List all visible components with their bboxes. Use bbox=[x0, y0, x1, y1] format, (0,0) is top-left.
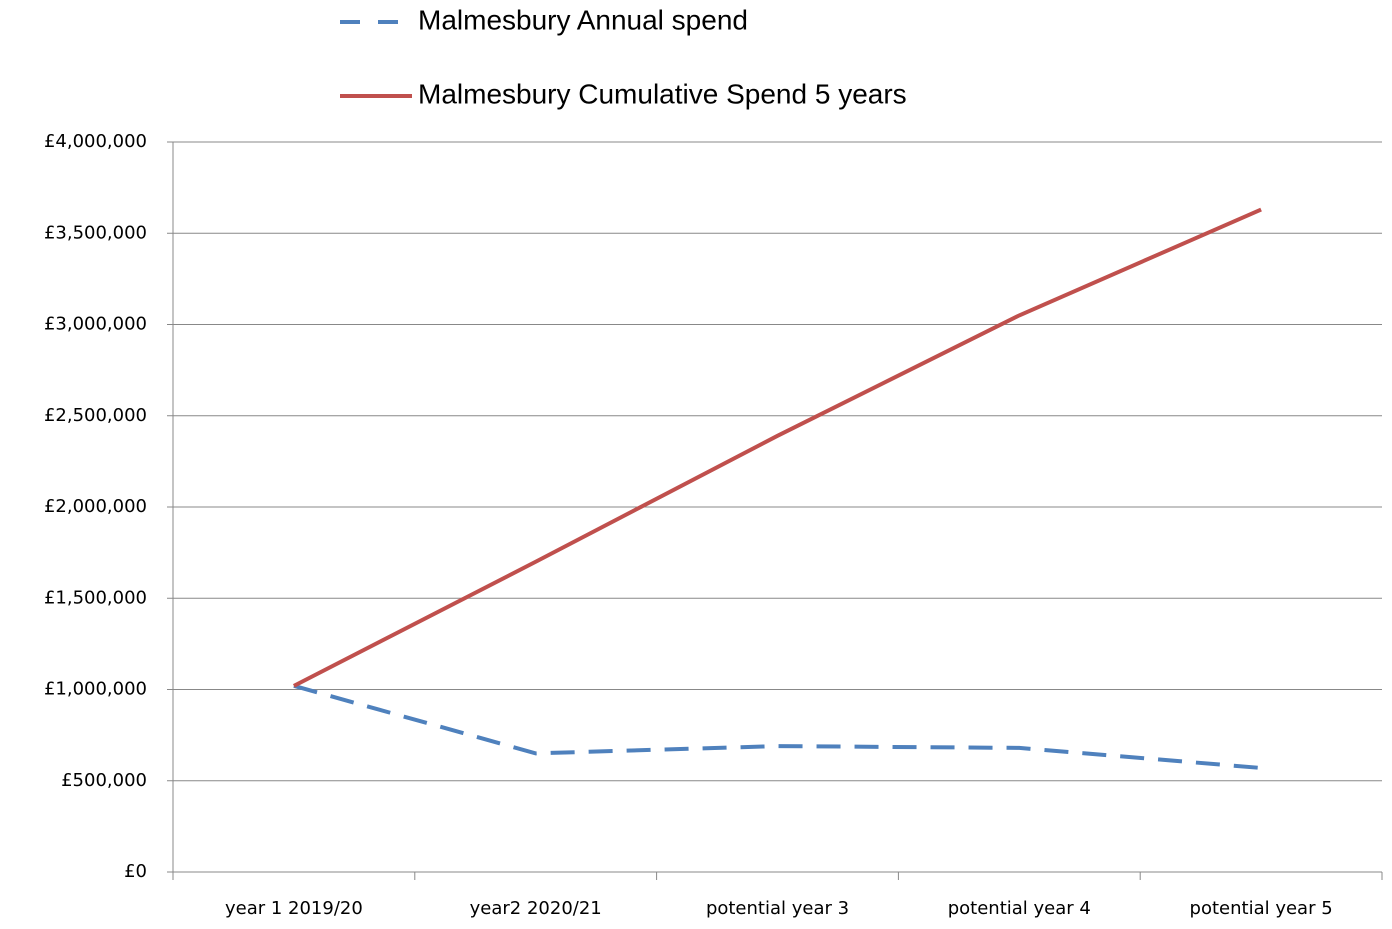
y-tick-label: £4,000,000 bbox=[44, 131, 147, 152]
y-tick-label: £2,000,000 bbox=[44, 496, 147, 517]
x-tick-label: potential year 4 bbox=[948, 898, 1091, 919]
y-tick-label: £0 bbox=[124, 861, 147, 882]
y-tick-label: £1,000,000 bbox=[44, 679, 147, 700]
legend-label: Malmesbury Annual spend bbox=[418, 4, 748, 35]
legend-label: Malmesbury Cumulative Spend 5 years bbox=[418, 78, 907, 109]
x-tick-label: potential year 5 bbox=[1190, 898, 1333, 919]
y-tick-label: £3,000,000 bbox=[44, 314, 147, 335]
x-tick-label: year 1 2019/20 bbox=[225, 898, 363, 919]
x-tick-label: potential year 3 bbox=[706, 898, 849, 919]
y-tick-label: £2,500,000 bbox=[44, 405, 147, 426]
y-tick-label: £3,500,000 bbox=[44, 222, 147, 243]
y-tick-label: £500,000 bbox=[61, 770, 147, 791]
series-line bbox=[293, 683, 1262, 770]
series-line bbox=[292, 207, 1262, 688]
y-tick-label: £1,500,000 bbox=[44, 587, 147, 608]
x-tick-label: year2 2020/21 bbox=[470, 898, 602, 919]
